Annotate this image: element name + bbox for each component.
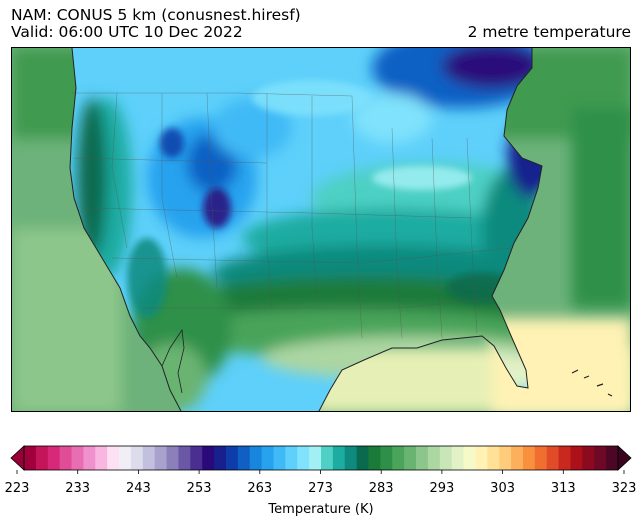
- colorbar: [10, 445, 632, 474]
- valid-time: Valid: 06:00 UTC 10 Dec 2022: [11, 23, 243, 41]
- map-svg: [12, 48, 630, 411]
- colorbar-swatch: [249, 446, 262, 470]
- colorbar-swatch: [427, 446, 441, 470]
- colorbar-swatch: [439, 446, 453, 470]
- colorbar-swatches: [10, 445, 632, 471]
- colorbar-swatch: [273, 446, 286, 470]
- colorbar-swatch: [570, 446, 583, 470]
- colorbar-tick-label: 283: [368, 481, 394, 496]
- model-title: NAM: CONUS 5 km (conusnest.hiresf): [11, 6, 301, 24]
- colorbar-tick-label: 233: [65, 481, 91, 496]
- colorbar-swatch: [309, 446, 322, 470]
- colorbar-swatch: [487, 446, 500, 470]
- colorbar-swatch: [225, 446, 239, 470]
- colorbar-swatch: [214, 446, 227, 470]
- colorbar-swatch: [166, 446, 179, 470]
- colorbar-swatch: [130, 446, 144, 470]
- colorbar-swatch: [499, 446, 512, 470]
- colorbar-swatch: [47, 446, 61, 470]
- colorbar-tick-label: 303: [490, 481, 515, 496]
- colorbar-swatch: [297, 446, 310, 470]
- colorbar-tick-label: 253: [186, 481, 212, 496]
- colorbar-swatch: [142, 446, 156, 470]
- colorbar-swatch: [463, 446, 476, 470]
- colorbar-swatch: [237, 446, 251, 470]
- colorbar-frame: [23, 445, 619, 471]
- colorbar-swatch: [606, 446, 619, 470]
- colorbar-swatch: [285, 446, 298, 470]
- colorbar-swatch: [558, 446, 571, 470]
- state-boundaries: [72, 92, 513, 339]
- colorbar-swatch: [202, 446, 215, 470]
- colorbar-swatch: [522, 446, 536, 470]
- colorbar-tick-label: 313: [550, 481, 576, 496]
- colorbar-swatch: [321, 446, 334, 470]
- colorbar-swatch: [368, 446, 381, 470]
- title-left: NAM: CONUS 5 km (conusnest.hiresf) Valid…: [11, 7, 301, 41]
- colorbar-swatch: [83, 446, 96, 470]
- colorbar-swatch: [582, 446, 595, 470]
- colorbar-swatch: [35, 446, 49, 470]
- colorbar-swatch: [475, 446, 488, 470]
- colorbar-swatch: [24, 446, 37, 470]
- colorbar-tick-label: 273: [308, 481, 333, 496]
- colorbar-swatch: [190, 446, 203, 470]
- colorbar-swatch: [594, 446, 607, 470]
- colorbar-swatch: [392, 446, 405, 470]
- colorbar-swatch: [404, 446, 417, 470]
- colorbar-under-arrow: [10, 445, 25, 471]
- pacific-coastline: [69, 48, 182, 411]
- colorbar-ticks: [16, 470, 625, 474]
- colorbar-swatch: [416, 446, 429, 470]
- colorbar-swatch: [107, 446, 120, 470]
- colorbar-swatch: [356, 446, 369, 470]
- colorbar-swatch: [71, 446, 84, 470]
- colorbar-swatch: [178, 446, 191, 470]
- colorbar-swatch: [95, 446, 108, 470]
- variable-title: 2 metre temperature: [467, 23, 631, 41]
- colorbar-swatch: [119, 446, 132, 470]
- colorbar-swatch: [451, 446, 464, 470]
- colorbar-swatch: [261, 446, 274, 470]
- atlantic-gulf-coastline: [318, 48, 543, 411]
- colorbar-swatch: [344, 446, 358, 470]
- colorbar-swatch: [154, 446, 167, 470]
- colorbar-swatch: [380, 446, 393, 470]
- colorbar-label: Temperature (K): [268, 502, 374, 517]
- colorbar-swatch: [546, 446, 559, 470]
- colorbar-tick-label: 263: [247, 481, 273, 496]
- temperature-map: [11, 47, 631, 412]
- colorbar-swatch: [59, 446, 72, 470]
- colorbar-tick-label: 323: [611, 481, 637, 496]
- colorbar-swatch: [534, 446, 548, 470]
- colorbar-tick-label: 243: [125, 481, 151, 496]
- colorbar-swatch: [332, 446, 346, 470]
- colorbar-swatch: [511, 446, 524, 470]
- colorbar-tick-label: 223: [4, 481, 30, 496]
- colorbar-over-arrow: [617, 445, 632, 471]
- colorbar-tick-label: 293: [429, 481, 455, 496]
